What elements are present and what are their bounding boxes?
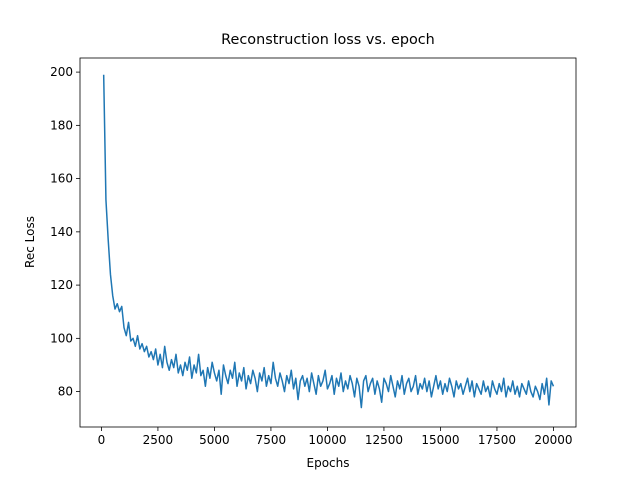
x-tick-label: 20000 <box>534 433 572 447</box>
x-tick-label: 12500 <box>365 433 403 447</box>
x-tick-label: 7500 <box>256 433 287 447</box>
x-tick-label: 5000 <box>199 433 230 447</box>
y-tick-label: 120 <box>50 278 73 292</box>
data-line <box>102 74 555 409</box>
x-tick-label: 2500 <box>143 433 174 447</box>
y-tick-label: 200 <box>50 65 73 79</box>
x-tick-label: 15000 <box>421 433 459 447</box>
y-tick-label: 160 <box>50 172 73 186</box>
y-tick-label: 80 <box>58 385 73 399</box>
x-tick-label: 17500 <box>478 433 516 447</box>
y-tick-label: 180 <box>50 118 73 132</box>
y-tick-label: 100 <box>50 331 73 345</box>
y-axis-label: Rec Loss <box>23 216 37 268</box>
chart-title: Reconstruction loss vs. epoch <box>221 32 435 48</box>
y-tick-label: 140 <box>50 225 73 239</box>
x-tick-label: 0 <box>98 433 106 447</box>
x-axis-label: Epochs <box>307 456 350 470</box>
plot-frame <box>79 57 577 428</box>
x-tick-label: 10000 <box>308 433 346 447</box>
